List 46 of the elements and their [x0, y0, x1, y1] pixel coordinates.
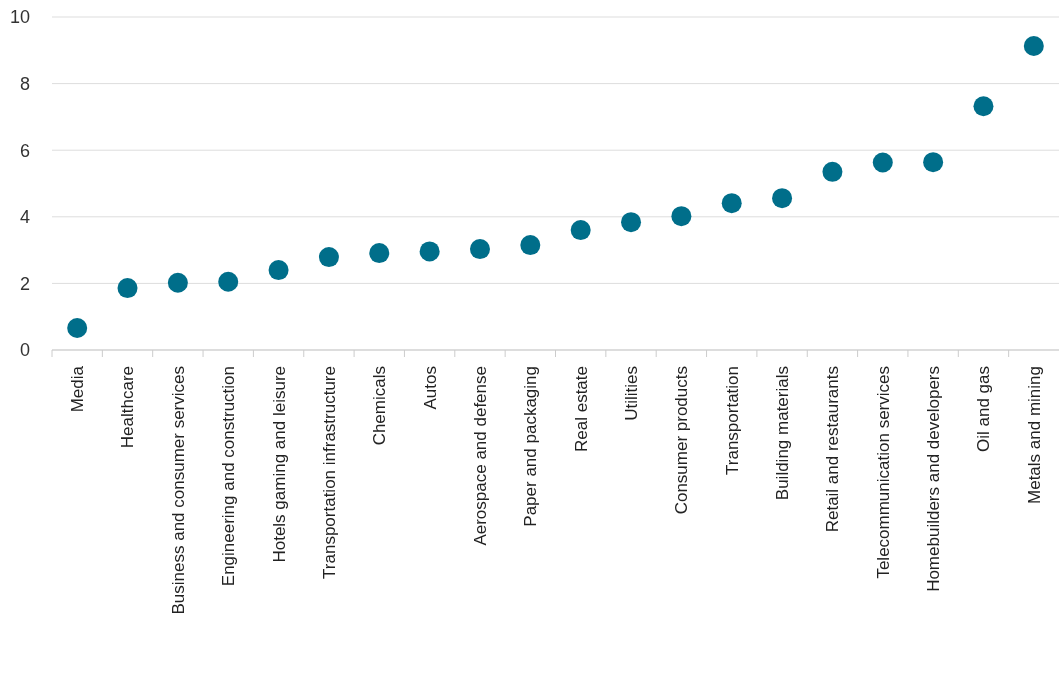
point	[318, 247, 339, 268]
point	[469, 239, 490, 260]
x-tick-label: Transportation infrastructure	[319, 366, 339, 579]
point	[973, 96, 994, 117]
point	[872, 152, 893, 173]
x-tick-label: Oil and gas	[974, 366, 994, 452]
x-tick-label: Healthcare	[118, 366, 138, 449]
x-tick-label: Business and consumer services	[168, 366, 188, 615]
point	[369, 243, 390, 264]
point	[268, 260, 289, 281]
x-tick-label: Utilities	[621, 366, 641, 421]
point	[671, 206, 692, 227]
x-tick-label: Engineering and construction	[219, 366, 239, 587]
point	[520, 235, 541, 256]
point	[621, 212, 642, 233]
x-tick-label: Media	[68, 365, 88, 413]
y-tick-label: 2	[19, 273, 30, 294]
point	[419, 241, 440, 262]
x-tick-label: Aerospace and defense	[470, 366, 490, 546]
y-tick-label: 6	[19, 140, 30, 161]
x-tick-label: Building materials	[773, 366, 793, 501]
point	[117, 278, 138, 299]
x-tick-label: Real estate	[571, 366, 591, 452]
point	[772, 188, 793, 209]
point	[1023, 35, 1044, 56]
x-tick-label: Consumer products	[672, 366, 692, 515]
x-tick-label: Hotels gaming and leisure	[269, 366, 289, 563]
x-tick-label: Autos	[420, 366, 440, 410]
x-tick-label: Metals and mining	[1024, 366, 1044, 504]
x-tick-label: Homebuilders and developers	[924, 366, 944, 592]
x-tick-label: Paper and packaging	[521, 366, 541, 527]
point	[822, 161, 843, 182]
point	[67, 318, 88, 339]
y-tick-label: 8	[19, 73, 30, 94]
x-tick-label: Retail and restaurants	[823, 366, 843, 533]
y-tick-label: 4	[19, 207, 30, 228]
point	[570, 220, 591, 241]
y-tick-label: 10	[9, 7, 30, 28]
x-tick-label: Transportation	[722, 366, 742, 475]
point	[167, 272, 188, 293]
point	[923, 152, 944, 173]
point	[218, 271, 239, 292]
y-tick-label: 0	[19, 340, 30, 361]
x-tick-label: Chemicals	[370, 366, 390, 446]
x-tick-label: Telecommunication services	[873, 366, 893, 579]
point	[721, 193, 742, 214]
